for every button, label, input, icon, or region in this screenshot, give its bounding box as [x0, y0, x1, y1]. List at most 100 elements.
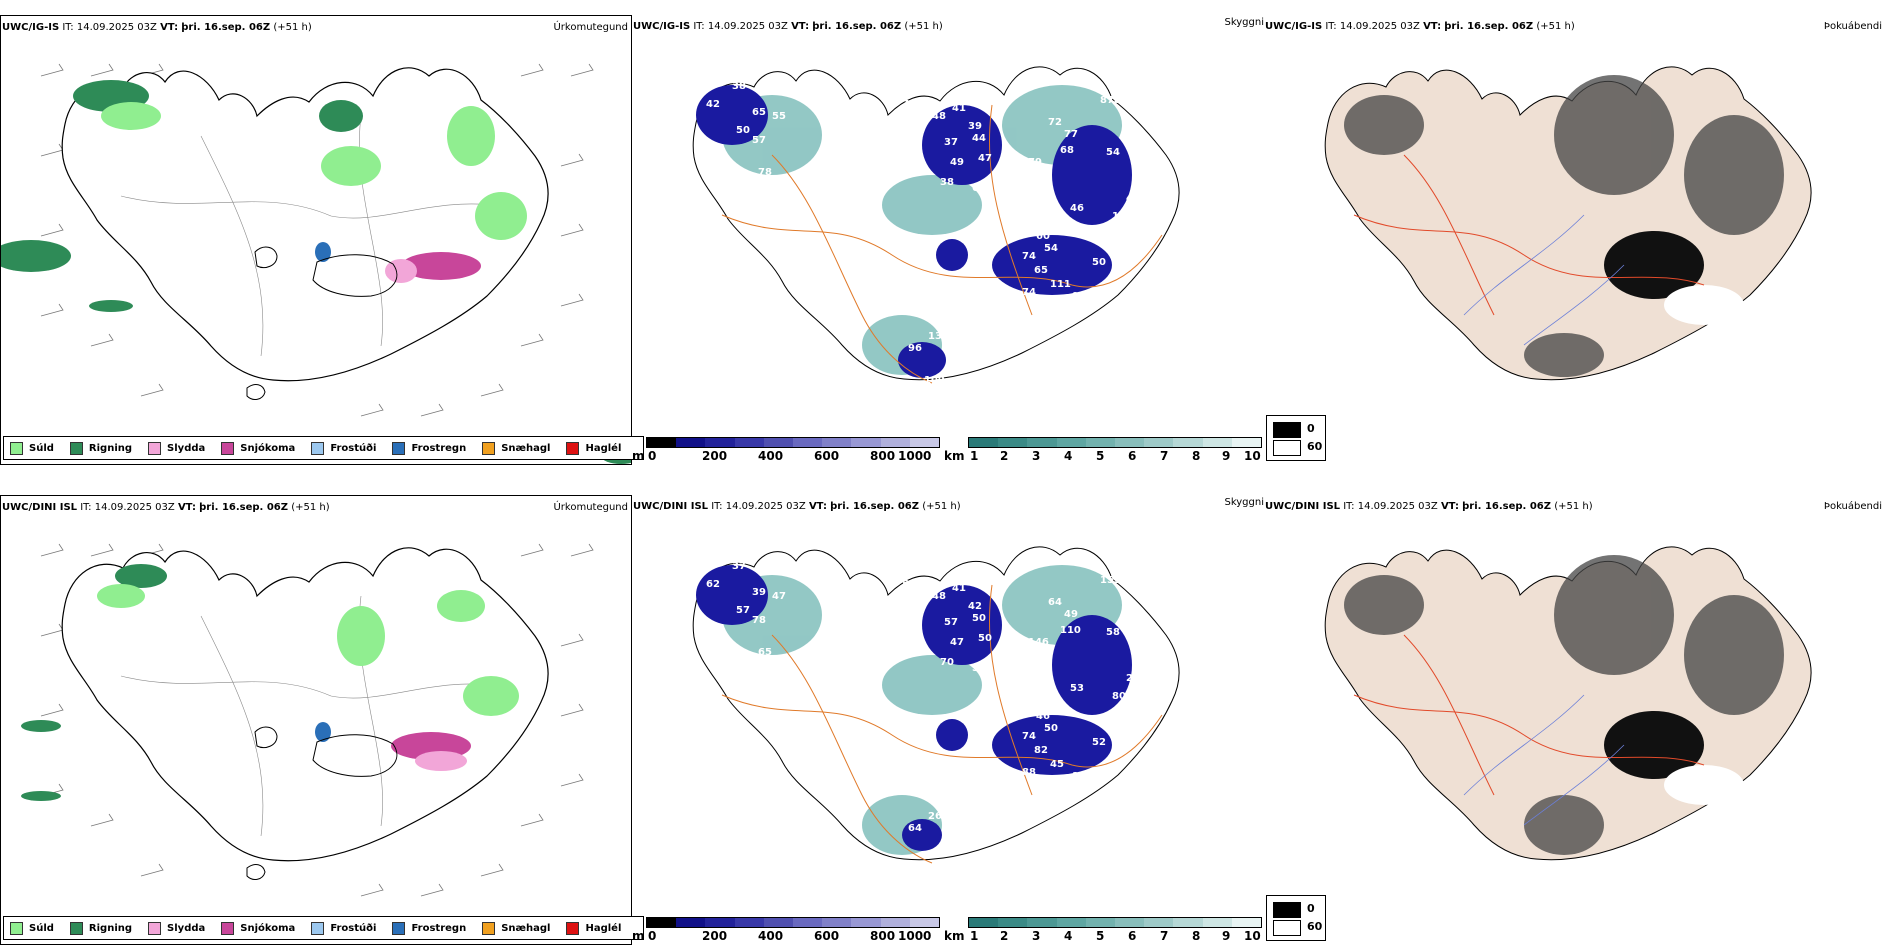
legend-swatch	[10, 441, 23, 455]
cloud-base-label: 52	[1092, 737, 1106, 748]
cloud-base-label: 59	[972, 663, 986, 674]
colorbar-tick: 4	[1064, 929, 1073, 943]
cloud-base-label: 50	[1114, 733, 1128, 744]
panel-title: Þokuábendi	[1823, 21, 1882, 32]
cloud-base-label: 54	[1106, 147, 1120, 158]
cloud-base-label: 37	[728, 167, 742, 178]
cloud-base-label: 47	[950, 637, 964, 648]
cloud-base-label: 49	[950, 157, 964, 168]
precip-patches	[1, 80, 631, 464]
legend-swatch	[10, 921, 23, 935]
legend-item: Rigning	[69, 441, 132, 455]
cloud-base-label: 42	[706, 99, 720, 110]
colorbar-tick: 3	[1032, 449, 1041, 463]
cloud-base-label: 44	[972, 133, 986, 144]
legend-item: Haglél	[566, 441, 621, 455]
cloud-panel-row2: 51 44 37 62 39 47 57 78 73 65 54 48 41 42 57 50 47 50 70 59…	[632, 495, 1264, 945]
cloud-base-label: 111	[1050, 279, 1071, 290]
colorbar-tick: 4	[1064, 449, 1073, 463]
cloud-base-label: 38	[1058, 339, 1072, 350]
colorbar-segment	[998, 438, 1028, 447]
fog-legend-value: 0	[1307, 422, 1315, 435]
legend-swatch	[69, 441, 83, 455]
fog-legend: 0 60	[1266, 415, 1326, 461]
cloud-base-label: 41	[1114, 253, 1128, 264]
cloud-base-label: 54	[702, 79, 716, 90]
legend-swatch	[482, 921, 496, 935]
legend-swatch	[69, 921, 83, 935]
cloud-base-label: 64	[908, 823, 922, 834]
cloud-base-label: 50	[972, 613, 986, 624]
colorbar-tick: 3	[1032, 929, 1041, 943]
cloud-base-label: 50	[1044, 723, 1058, 734]
colorbar-segment	[998, 918, 1028, 927]
fog-light-area	[1664, 765, 1744, 805]
colorbar-segment	[705, 918, 735, 927]
cloud-base-label: 57	[752, 135, 766, 146]
cloud-base-label: 48	[932, 111, 946, 122]
cloud-base-label: 878	[1100, 95, 1121, 106]
panel-header: UWC/IG-IS IT: 14.09.2025 03Z VT: þri. 16…	[2, 22, 312, 33]
colorbar-tick: 0	[648, 929, 657, 943]
cloud-base-label: 65	[1034, 265, 1048, 276]
cloud-base-label: 51	[720, 549, 734, 560]
cloud-base-label: 60	[1036, 231, 1050, 242]
colorbar-unit: m	[632, 449, 645, 463]
colorbar-tick: 9	[1222, 449, 1231, 463]
colorbar-segment	[1115, 438, 1145, 447]
cloud-base-label: 96	[908, 343, 922, 354]
colorbar-tick: 6	[1128, 929, 1137, 943]
colorbar-segment	[1173, 918, 1203, 927]
colorbar-tick: 10	[1244, 449, 1261, 463]
colorbar-tick: 600	[814, 929, 840, 943]
cloud-base-label: 57	[736, 605, 750, 616]
rivers	[1463, 214, 1625, 346]
cloud-base-label: 110	[1060, 625, 1081, 636]
cloud-base-patches	[696, 565, 1132, 851]
colorbar-segment	[1144, 438, 1174, 447]
cloud-base-label: 41	[952, 583, 966, 594]
colorbar-unit: km	[944, 449, 965, 463]
legend-item: Snjókoma	[221, 921, 295, 935]
cloud-base-label: 46	[1036, 711, 1050, 722]
precip-legend: Súld Rigning Slydda Snjókoma Frostúði Fr…	[3, 436, 645, 460]
colorbar-segment	[909, 918, 940, 927]
cloud-base-label: 72	[902, 99, 916, 110]
roads	[1353, 154, 1705, 316]
legend-item: Snjókoma	[221, 441, 295, 455]
cloud-base-label: 109	[924, 375, 945, 386]
cloud-base-label: 64	[1048, 597, 1062, 608]
legend-item: Frostúði	[311, 441, 376, 455]
cloud-base-label: 38	[732, 81, 746, 92]
fog-legend-value: 60	[1307, 440, 1323, 453]
colorbar-segment	[822, 918, 852, 927]
legend-swatch	[148, 441, 162, 455]
roads	[721, 104, 1163, 384]
colorbar-segment	[851, 438, 881, 447]
colorbar-segment	[1027, 918, 1057, 927]
legend-swatch	[566, 921, 580, 935]
colorbar-segment	[1144, 918, 1174, 927]
precip-type-panel-row1: UWC/IG-IS IT: 14.09.2025 03Z VT: þri. 16…	[0, 15, 645, 465]
cloud-base-colorbar-bar	[646, 437, 940, 448]
cloud-base-label: 251	[1134, 647, 1155, 658]
cloud-base-label: 75	[944, 349, 958, 360]
legend-item: Slydda	[148, 921, 205, 935]
colorbar-tick: 1	[970, 449, 979, 463]
colorbar-segment	[1231, 438, 1262, 447]
colorbar-tick: 2	[1000, 929, 1009, 943]
colorbar-tick: 200	[702, 449, 728, 463]
cloud-base-label: 55	[772, 111, 786, 122]
visibility-colorbar: km 1 2 3 4 5 6 7 8 9 10	[944, 437, 1264, 465]
legend-item: Súld	[10, 441, 54, 455]
legend-swatch	[311, 441, 325, 455]
precip-legend: Súld Rigning Slydda Snjókoma Frostúði Fr…	[3, 916, 645, 940]
colorbar-segment	[647, 438, 677, 447]
colorbar-segment	[734, 438, 764, 447]
cloud-base-label: 50	[1092, 257, 1106, 268]
colorbar-tick: 7	[1160, 449, 1169, 463]
visibility-colorbar-bar	[968, 917, 1262, 928]
